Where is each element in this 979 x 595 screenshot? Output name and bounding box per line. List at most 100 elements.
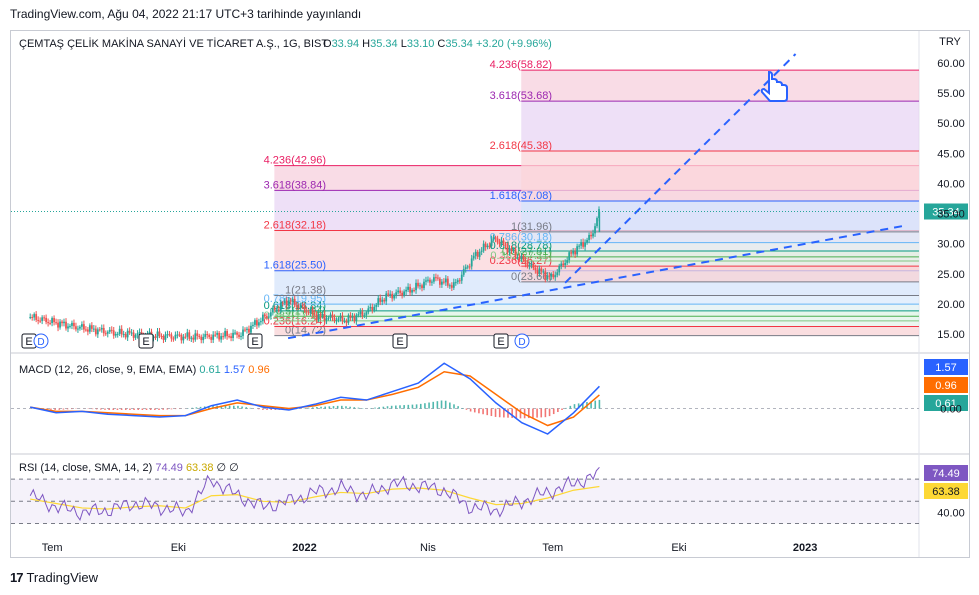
- candle-body: [164, 334, 167, 340]
- candle-body: [45, 317, 48, 323]
- macd-histogram-bar: [316, 407, 318, 409]
- rsi-tick-label: 40.00: [937, 507, 965, 519]
- candle-body: [118, 328, 121, 334]
- candle-body: [238, 334, 240, 337]
- candle-body: [558, 266, 561, 273]
- macd-histogram-bar: [237, 405, 239, 409]
- candle-body: [482, 243, 485, 251]
- candle-body: [79, 326, 81, 329]
- macd-histogram-bar: [374, 407, 376, 409]
- candle-body: [194, 333, 197, 340]
- candle-body: [53, 318, 55, 323]
- price-tick-label: 30.00: [937, 239, 965, 251]
- candle-body: [331, 314, 334, 318]
- candle-body: [267, 316, 270, 318]
- candle-body: [130, 332, 133, 334]
- candle-body: [411, 290, 413, 293]
- macd-histogram-bar: [457, 406, 459, 409]
- candle-body: [544, 271, 547, 279]
- candle-body: [510, 248, 513, 251]
- earnings-marker[interactable]: [493, 333, 509, 349]
- earnings-marker[interactable]: [392, 333, 408, 349]
- candle-body: [363, 315, 366, 317]
- macd-histogram-bar: [498, 408, 501, 418]
- candle-body: [244, 329, 246, 331]
- macd-histogram-bar: [436, 401, 439, 409]
- candle-body: [232, 332, 234, 338]
- symbol-title: ÇEMTAŞ ÇELİK MAKİNA SANAYİ VE TİCARET A.…: [19, 37, 328, 50]
- candle-body: [381, 299, 384, 302]
- candle-body: [516, 257, 519, 259]
- candle-body: [498, 242, 501, 244]
- macd-value-tag: [924, 359, 968, 375]
- candle-body: [315, 314, 318, 321]
- candle-body: [154, 336, 157, 338]
- candle-body: [560, 263, 563, 267]
- macd-histogram-bar: [166, 408, 169, 410]
- candle-body: [120, 328, 123, 335]
- candle-body: [122, 333, 125, 335]
- candle-body: [168, 334, 171, 336]
- fib-zone: [274, 295, 920, 305]
- candle-body: [458, 280, 461, 282]
- macd-histogram-bar: [274, 408, 277, 410]
- candle-body: [568, 252, 571, 261]
- fib-zone: [521, 261, 919, 267]
- candle-body: [534, 267, 537, 271]
- candle-body: [242, 329, 244, 336]
- time-axis-label: 2023: [793, 542, 817, 554]
- candle-body: [287, 300, 290, 306]
- macd-value-tag: [924, 395, 968, 411]
- candle-body: [456, 280, 459, 283]
- chart-canvas[interactable]: 0(14.72)0.236(16.24)0.382(17.18)0.5(17.9…: [11, 31, 969, 557]
- candle-body: [440, 281, 443, 285]
- macd-histogram-bar: [162, 408, 164, 410]
- candle-body: [108, 329, 111, 332]
- candle-body: [347, 315, 350, 323]
- dividend-marker[interactable]: [33, 333, 49, 349]
- candle-body: [437, 277, 439, 279]
- candle-body: [550, 274, 553, 277]
- macd-histogram-bar: [511, 408, 513, 418]
- macd-value-label: 0.61: [935, 398, 956, 410]
- macd-histogram-bar: [311, 407, 314, 409]
- earnings-marker[interactable]: [138, 333, 154, 349]
- macd-histogram-bar: [428, 402, 430, 409]
- candle-body: [454, 282, 457, 284]
- fib-zone: [521, 201, 919, 232]
- macd-histogram-bar: [482, 408, 484, 415]
- candle-body: [67, 326, 69, 329]
- candle-body: [506, 245, 509, 253]
- price-tick-label: 40.00: [937, 178, 965, 190]
- candle-body: [588, 234, 590, 240]
- candle-body: [391, 293, 394, 299]
- candle-body: [448, 285, 451, 287]
- candle-body: [35, 314, 38, 320]
- macd-histogram-bar: [490, 408, 493, 417]
- candle-body: [116, 333, 119, 335]
- macd-histogram-bar: [199, 406, 202, 409]
- candle-body: [132, 332, 135, 338]
- candle-body: [369, 306, 372, 309]
- earnings-marker[interactable]: [247, 333, 263, 349]
- macd-histogram-bar: [469, 408, 472, 412]
- fib-level-label: 4.236(42.96): [264, 155, 326, 167]
- candle-body: [216, 332, 219, 335]
- candle-body: [260, 321, 262, 323]
- candle-body: [81, 324, 83, 327]
- candle-body: [138, 332, 141, 334]
- fib-zone: [521, 242, 919, 251]
- macd-histogram-bar: [494, 408, 497, 417]
- candle-body: [452, 282, 455, 288]
- candle-body: [94, 328, 97, 335]
- candle-body: [124, 333, 127, 338]
- fib-level-label: 4.236(58.82): [490, 59, 552, 71]
- candle-body: [212, 334, 215, 340]
- macd-histogram-bar: [191, 407, 194, 409]
- candle-body: [214, 334, 217, 336]
- candle-body: [258, 322, 260, 326]
- candle-body: [538, 268, 541, 274]
- candle-body: [90, 325, 93, 329]
- dividend-marker[interactable]: [514, 333, 530, 349]
- candle-body: [524, 259, 527, 264]
